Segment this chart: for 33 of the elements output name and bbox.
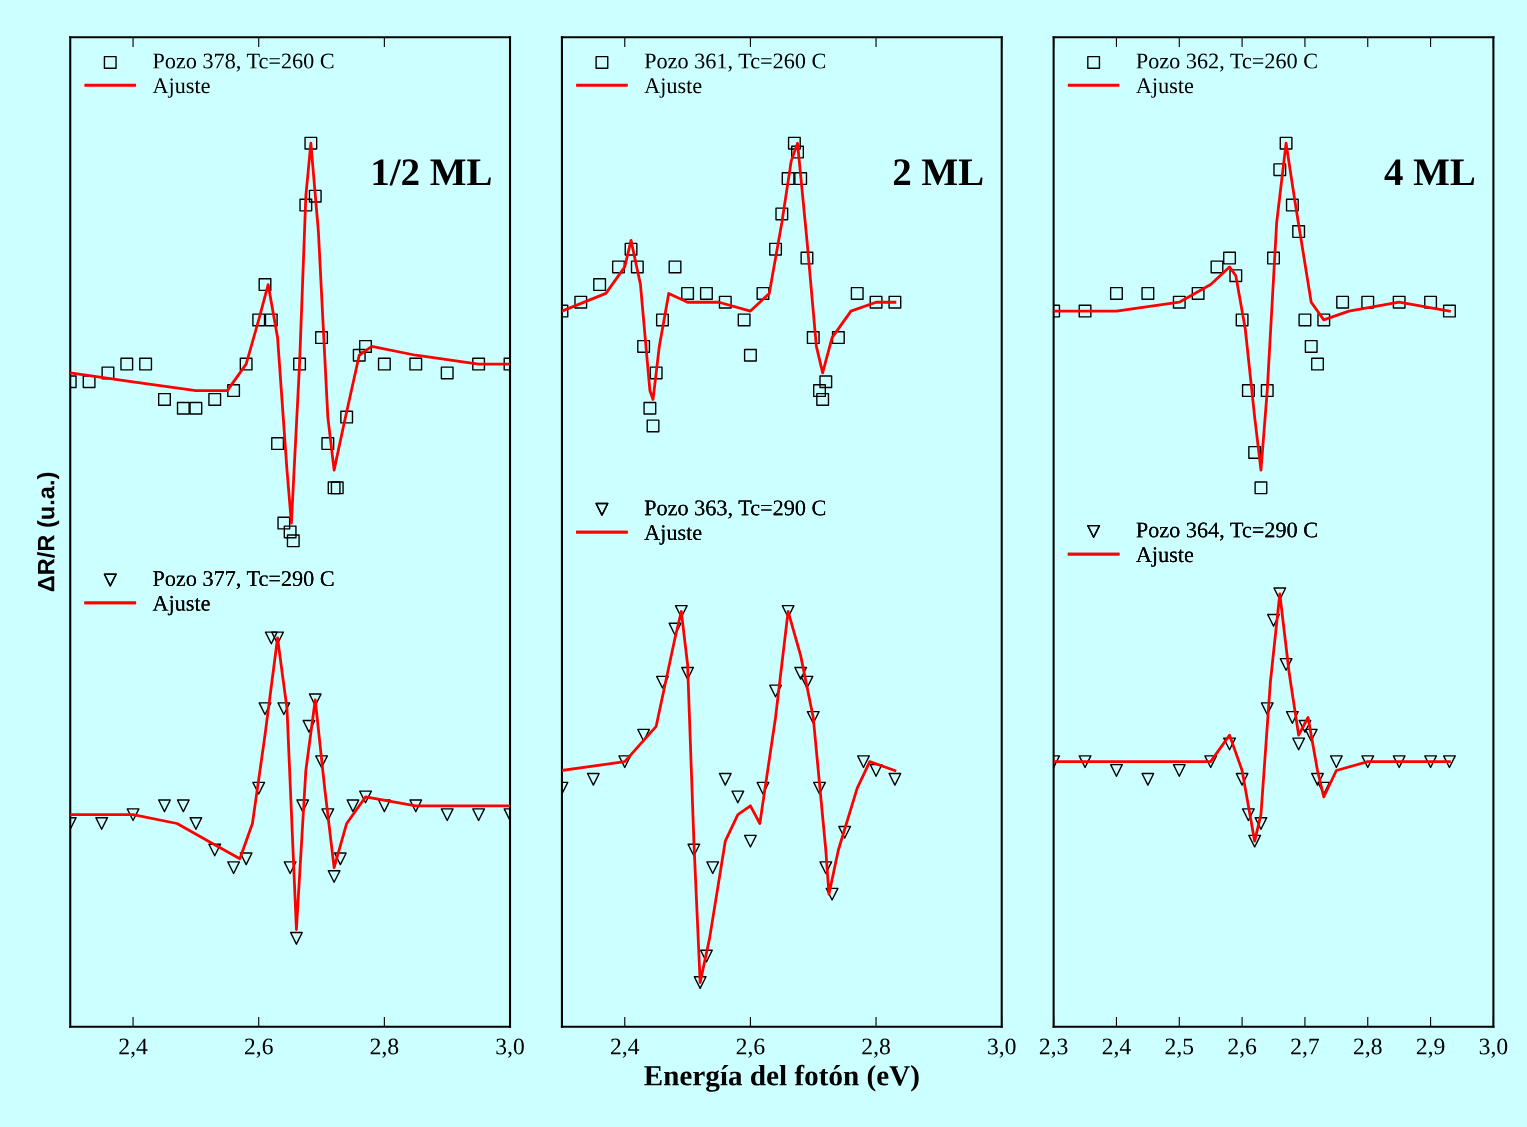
legend-label: Ajuste bbox=[1136, 78, 1194, 98]
x-tick-label: 3,0 bbox=[988, 1038, 1016, 1058]
x-tick-label: 2,6 bbox=[736, 1038, 765, 1058]
x-tick-label: 2,8 bbox=[370, 1038, 399, 1058]
legend-label: Pozo 363, Tc=290 C bbox=[644, 500, 826, 519]
annotation: 2 ML bbox=[893, 159, 983, 186]
x-tick-label: 2,7 bbox=[1291, 1038, 1320, 1058]
x-tick-label: 2,9 bbox=[1416, 1038, 1445, 1058]
x-tick-label: 3,0 bbox=[496, 1038, 524, 1058]
legend-label: Pozo 378, Tc=260 C bbox=[153, 53, 334, 72]
legend-label: Ajuste bbox=[152, 595, 210, 616]
y-axis-title: ΔR/R (u.a.) bbox=[37, 472, 60, 592]
x-tick-label: 2,5 bbox=[1165, 1038, 1194, 1058]
x-tick-label: 2,8 bbox=[862, 1038, 890, 1058]
annotation: 4 ML bbox=[1384, 159, 1475, 186]
x-tick-label: 2,6 bbox=[245, 1038, 273, 1058]
x-tick-label: 2,4 bbox=[611, 1038, 640, 1058]
legend-label: Pozo 361, Tc=260 C bbox=[644, 53, 826, 72]
legend-label: Ajuste bbox=[644, 525, 702, 545]
legend-label: Pozo 364, Tc=290 C bbox=[1136, 522, 1317, 541]
x-tick-label: 2,3 bbox=[1039, 1038, 1068, 1058]
legend-label: Pozo 377, Tc=290 C bbox=[153, 571, 334, 590]
x-axis-title: Energía del fotón (eV) bbox=[644, 1064, 919, 1092]
legend-label: Pozo 362, Tc=260 C bbox=[1136, 53, 1317, 72]
legend-label: Ajuste bbox=[644, 78, 702, 98]
x-tick-label: 2,6 bbox=[1228, 1038, 1257, 1058]
x-tick-label: 2,4 bbox=[119, 1038, 148, 1058]
legend-label: Ajuste bbox=[152, 78, 210, 98]
x-tick-label: 2,4 bbox=[1102, 1038, 1131, 1058]
x-tick-label: 3,0 bbox=[1479, 1038, 1508, 1058]
x-tick-label: 2,8 bbox=[1354, 1038, 1382, 1058]
annotation: 1/2 ML bbox=[373, 159, 491, 186]
legend-label: Ajuste bbox=[1136, 547, 1194, 567]
